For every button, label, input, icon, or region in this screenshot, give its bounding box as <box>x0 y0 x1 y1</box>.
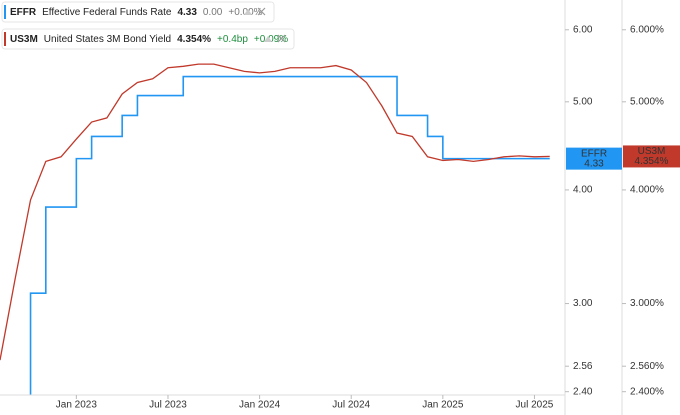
legend-change-pct: +0.00% <box>228 7 262 18</box>
badge-name: US3M <box>638 146 666 157</box>
legend-change: +0.4bp <box>217 34 248 45</box>
y-tick-label: 2.40 <box>573 386 593 397</box>
x-tick-label: Jul 2023 <box>149 400 187 411</box>
legend-box <box>1 28 295 50</box>
y-tick-label: 5.00 <box>573 96 593 107</box>
legend-box <box>1 1 275 23</box>
last-value-badge <box>623 145 680 168</box>
y-tick-label: 2.56 <box>573 361 593 372</box>
last-value-badge <box>566 147 622 170</box>
legend-last: 4.33 <box>177 7 197 18</box>
legend-full-name: Effective Federal Funds Rate <box>42 7 172 18</box>
y2-tick-label: 2.400% <box>630 386 664 397</box>
legend-close <box>277 34 286 43</box>
y2-tick-label: 5.000% <box>630 96 664 107</box>
legend-full-name: United States 3M Bond Yield <box>44 34 171 45</box>
y-tick-label: 4.00 <box>573 185 593 196</box>
legend-last-label: 4.354% <box>177 34 211 45</box>
series-line <box>0 63 550 361</box>
legend-swatch <box>4 32 6 46</box>
legend-name: US3M <box>10 34 38 45</box>
legend-entry: EFFR Effective Federal Funds Rate 4.33 0.00… <box>10 7 263 18</box>
y2-tick-label: 2.560% <box>630 361 664 372</box>
y2-tick-label: 4.000% <box>630 185 664 196</box>
x-tick-label: Jul 2024 <box>332 400 370 411</box>
legend-swatch <box>4 5 6 19</box>
y-tick-label: 3.00 <box>573 298 593 309</box>
x-tick-label: Jan 2025 <box>422 400 464 411</box>
legend-icon <box>244 9 252 15</box>
legend-change: 0.00 <box>203 7 223 18</box>
legend-name: EFFR <box>10 7 37 18</box>
badge-name: EFFR <box>581 148 607 159</box>
y2-tick-label: 3.000% <box>630 298 664 309</box>
plot-area <box>0 63 550 395</box>
legend-icon <box>264 36 272 42</box>
legend-close <box>257 7 266 16</box>
x-tick-label: Jan 2023 <box>56 400 98 411</box>
legend-change-pct: +0.09% <box>254 34 288 45</box>
series-line <box>29 75 550 395</box>
legend-entry: US3M United States 3M Bond Yield 4.354% +0.… <box>10 34 288 45</box>
badge-value: 4.33 <box>584 158 604 169</box>
badge-value: 4.354% <box>635 156 669 167</box>
y-tick-label: 6.00 <box>573 24 593 35</box>
x-tick-label: Jan 2024 <box>239 400 281 411</box>
x-tick-label: Jul 2025 <box>516 400 554 411</box>
y2-tick-label: 6.000% <box>630 24 664 35</box>
